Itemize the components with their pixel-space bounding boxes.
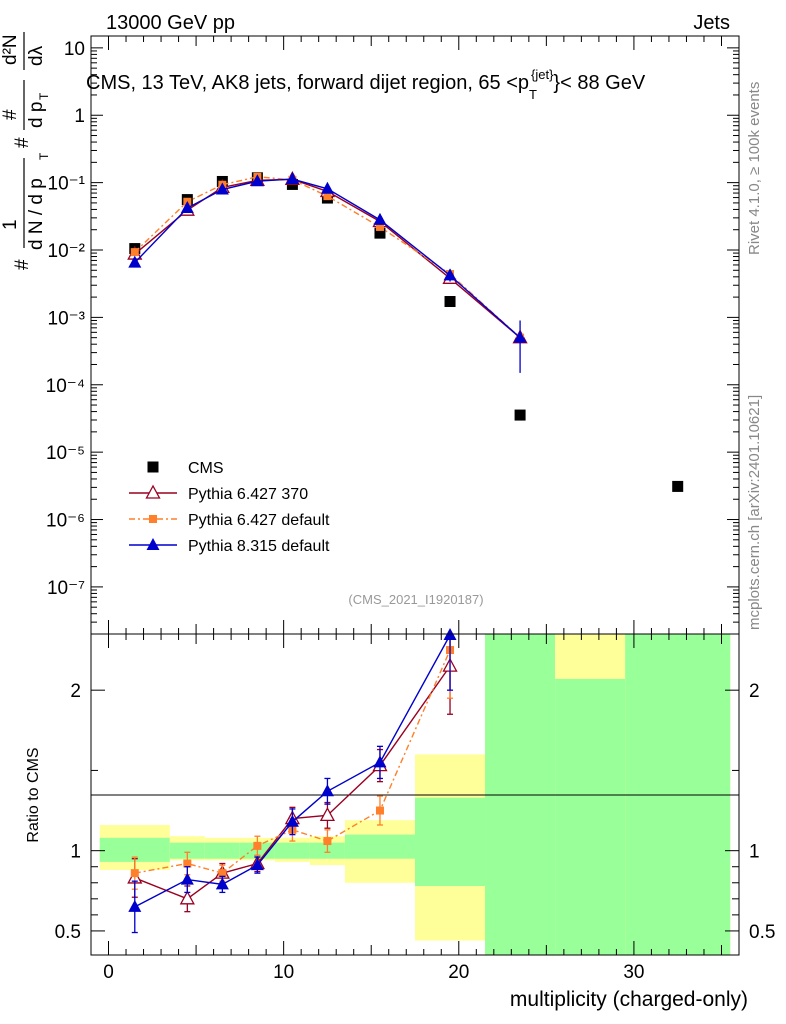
- main-point-pythia-6-427-default: [375, 222, 384, 231]
- ratio-band-inner: [415, 797, 486, 886]
- main-ytick-label: 10⁻³: [48, 308, 86, 329]
- ylabel-dpt-sub: T: [37, 92, 51, 100]
- main-plot-panel: 10 1 10⁻¹ 10⁻² 10⁻³ 10⁻⁴ 10⁻⁵ 10⁻⁶ 10⁻⁷ (CMS_202…: [46, 35, 740, 635]
- ylabel-dn-dpt-sub: T: [37, 152, 51, 160]
- ratio-point-pythia-8-315-default: [250, 858, 264, 871]
- legend-marker-pythia-6-427-370: [145, 484, 161, 499]
- main-point-pythia-8-315-default: [443, 268, 457, 281]
- ratio-point-pythia-8-315-default: [128, 899, 142, 912]
- ratio-band-inner: [344, 834, 415, 859]
- main-point-pythia-6-427-default: [130, 248, 139, 257]
- chart-title-sup: {jet}: [531, 67, 554, 82]
- mcplots-source-text: mcplots.cern.ch [arXiv:2401.10621]: [746, 395, 763, 630]
- ylabel-d2n: d²N: [0, 34, 21, 65]
- legend-label-pythia-6-427-370: Pythia 6.427 370: [188, 486, 308, 503]
- ylabel-dpt: d p: [26, 102, 47, 128]
- ratio-ytick-label: 2: [70, 681, 81, 702]
- ratio-point-pythia-8-315-default: [285, 814, 299, 827]
- ratio-ytick-label-right: 2: [749, 681, 760, 702]
- ratio-ytick-label-right: 0.5: [749, 922, 775, 943]
- main-point-cms: [514, 409, 526, 421]
- ratio-plot-panel: 0.5 0.5 1 1 2 2 0 10 20 30: [55, 628, 775, 983]
- ratio-point-pythia-8-315-default: [180, 872, 194, 885]
- ratio-xtick-label: 30: [623, 962, 644, 983]
- ratio-band-inner: [274, 842, 310, 859]
- ratio-band-inner: [204, 842, 240, 859]
- ratio-xtick-label: 10: [273, 962, 294, 983]
- ratio-xtick-label: 20: [448, 962, 469, 983]
- ratio-y-axis-label: Ratio to CMS: [25, 747, 42, 842]
- ylabel-hash-2: #: [12, 137, 33, 148]
- main-ytick-label: 10⁻¹: [48, 174, 86, 195]
- legend-label-cms: CMS: [188, 460, 224, 477]
- main-ytick-label: 1: [74, 106, 85, 127]
- ratio-xtick-label: 0: [103, 962, 114, 983]
- ratio-point-pythia-6-427-370: [179, 890, 195, 905]
- ratio-point-pythia-6-427-370: [319, 807, 336, 822]
- ratio-point-pythia-6-427-default: [323, 837, 332, 846]
- ylabel-dlambda: dλ: [26, 45, 47, 66]
- chart-title-prefix: CMS, 13 TeV, AK8 jets, forward dijet reg…: [86, 72, 529, 94]
- header-energy-label: 13000 GeV pp: [106, 12, 235, 34]
- ratio-ytick-label: 1: [70, 842, 81, 863]
- x-axis-label: multiplicity (charged-only): [510, 988, 748, 1011]
- main-point-pythia-8-315-default: [128, 255, 142, 268]
- ratio-line-pythia-8-315-default: [134, 634, 451, 908]
- main-ytick-label: 10⁻⁵: [46, 443, 85, 464]
- ratio-point-pythia-6-427-default: [253, 841, 262, 850]
- ylabel-dn-dpt: d N / d p: [26, 178, 47, 250]
- legend-label-pythia-8-315-default: Pythia 8.315 default: [188, 538, 330, 555]
- header-jets-label: Jets: [693, 12, 730, 34]
- ratio-plot-frame: [90, 633, 740, 956]
- main-point-cms: [374, 227, 386, 239]
- main-y-axis-label: # 1 d N / d p T # # d p T d²N dλ: [0, 32, 51, 270]
- ratio-line-pythia-6-427-370: [134, 665, 451, 900]
- ylabel-hash-3: #: [0, 109, 21, 120]
- main-point-pythia-8-315-default: [285, 172, 299, 185]
- ratio-point-pythia-8-315-default: [320, 784, 334, 797]
- ratio-ytick-label-right: 1: [749, 842, 760, 863]
- ratio-band-inner: [555, 678, 626, 955]
- main-ytick-label: 10⁻⁷: [47, 578, 85, 599]
- ratio-point-pythia-8-315-default: [215, 877, 229, 890]
- ratio-point-pythia-6-427-default: [130, 869, 139, 878]
- main-ytick-label: 10⁻²: [48, 241, 86, 262]
- ratio-point-pythia-6-427-default: [375, 806, 384, 815]
- main-point-cms: [444, 296, 456, 308]
- main-point-pythia-8-315-default: [250, 174, 264, 187]
- ratio-ytick-label: 0.5: [55, 922, 81, 943]
- main-point-pythia-8-315-default: [320, 181, 334, 194]
- main-point-pythia-8-315-default: [373, 212, 387, 225]
- ratio-band-inner: [169, 842, 205, 859]
- chart-title: CMS, 13 TeV, AK8 jets, forward dijet reg…: [86, 67, 646, 102]
- legend: CMS Pythia 6.427 370 Pythia 6.427 default P…: [129, 460, 330, 555]
- ratio-point-pythia-6-427-default: [183, 859, 192, 868]
- rivet-version-text: Rivet 4.1.0, ≥ 100k events: [746, 82, 763, 255]
- ratio-line-pythia-6-427-default: [134, 649, 451, 874]
- legend-marker-pythia-8-315-default: [146, 538, 160, 550]
- main-point-pythia-8-315-default: [180, 201, 194, 214]
- main-point-pythia-8-315-default: [513, 330, 527, 343]
- main-ytick-label: 10⁻⁶: [46, 511, 85, 532]
- legend-label-pythia-6-427-default: Pythia 6.427 default: [188, 512, 330, 529]
- analysis-id-watermark: (CMS_2021_I1920187): [348, 592, 483, 607]
- main-point-pythia-8-315-default: [215, 182, 229, 195]
- ratio-point-pythia-6-427-default: [218, 869, 227, 878]
- main-point-pythia-6-427-default: [323, 192, 332, 201]
- chart-title-sub: T: [529, 87, 537, 102]
- main-ytick-label: 10⁻⁴: [46, 376, 85, 397]
- ylabel-hash-1: #: [12, 259, 33, 270]
- ratio-point-pythia-8-315-default: [373, 755, 387, 768]
- main-point-cms: [672, 480, 684, 492]
- ylabel-one: 1: [0, 219, 21, 230]
- legend-marker-pythia-6-427-default: [149, 515, 157, 523]
- chart-title-suffix: }< 88 GeV: [553, 72, 645, 94]
- legend-marker-cms: [147, 461, 159, 473]
- main-ytick-label: 10: [64, 39, 85, 60]
